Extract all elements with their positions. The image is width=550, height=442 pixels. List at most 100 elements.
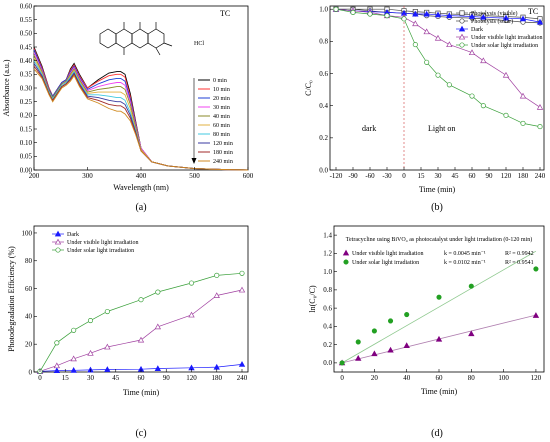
- panel-c-ytick-label: 60: [25, 285, 33, 293]
- panel-d-xlabel: Time (min): [421, 387, 458, 396]
- panel-c-label: (c): [135, 428, 146, 439]
- data-point-3: [468, 49, 476, 56]
- panel-c-xtick-label: 240: [237, 374, 248, 382]
- panel-c-ylabel: Photodegradation Efficiency (%): [7, 246, 16, 352]
- series-line-4: [335, 8, 541, 127]
- data-point-1: [213, 292, 220, 298]
- panel-d-label: (d): [431, 428, 443, 439]
- panel-c-xtick-label: 90: [163, 374, 171, 382]
- data-point-1: [238, 286, 246, 293]
- panel-d-ytick-label: 1.2: [323, 250, 332, 258]
- data-point-2: [468, 13, 476, 19]
- legend-label: 40 min: [213, 114, 230, 120]
- data-point-1: [87, 349, 94, 356]
- spectrum-line-240-min: [33, 68, 249, 171]
- panel-b-xtick-label: 0: [402, 172, 406, 180]
- panel-b-ytick-label: 0.4: [319, 102, 328, 110]
- legend-label: Under visible light irradiation: [352, 251, 423, 257]
- panel-d-xtick-label: 80: [468, 374, 476, 382]
- legend-rate-constant: k = 0.0045 min⁻¹: [444, 251, 486, 257]
- panel-a-ytick-label: 0.30: [20, 84, 33, 92]
- data-point-4: [367, 11, 373, 17]
- data-point-3: [423, 28, 430, 35]
- legend-label: Under solar light irradiation: [67, 248, 134, 254]
- panel-a-ytick-label: 0.55: [20, 16, 33, 24]
- panel-d-ytick-label: 0.2: [323, 341, 332, 349]
- legend-marker: [54, 238, 62, 245]
- series-line-0: [336, 8, 541, 20]
- panel-a-ytick-label: 0.40: [20, 57, 33, 65]
- data-point-2: [239, 270, 245, 276]
- panel-c-ytick-label: 0: [29, 368, 33, 376]
- panel-a-xtick-label: 400: [136, 172, 147, 180]
- data-point-2: [188, 280, 195, 286]
- data-point-4: [537, 124, 543, 130]
- data-point-3: [480, 57, 487, 64]
- legend-marker: [54, 230, 62, 237]
- data-point-2: [480, 13, 487, 20]
- data-point-3: [446, 41, 453, 48]
- panel-b-lighton-annotation: Light on: [428, 124, 455, 133]
- data-point-1: [154, 323, 162, 330]
- data-point-2: [71, 327, 77, 333]
- panel-b-legend: Photolysis (visible)Photolysis (solar) Da…: [456, 10, 542, 49]
- data-point-2: [536, 18, 544, 25]
- data-point-2: [519, 15, 527, 22]
- panel-b-inset-label: TC: [528, 7, 538, 16]
- series-line-1: [336, 8, 541, 24]
- data-point-0: [53, 367, 61, 374]
- panel-b-xtick-label: 180: [518, 172, 529, 180]
- legend-label: 20 min: [213, 96, 230, 102]
- legend-rate-constant: k = 0.0102 min⁻¹: [444, 260, 486, 266]
- data-point-1: [468, 283, 474, 289]
- panel-d-xtick-label: 100: [498, 374, 509, 382]
- panel-b-xtick-label: 90: [486, 172, 494, 180]
- data-point-2: [138, 297, 144, 303]
- panel-d: 0 20 40 60 80 100 1200.00.20.40.60.81.01.21.4 …: [308, 225, 545, 439]
- data-point-0: [371, 350, 378, 357]
- data-point-0: [532, 312, 540, 318]
- panel-d-ytick-label: 0.0: [323, 359, 332, 367]
- panel-d-xtick-label: 60: [436, 374, 444, 382]
- panel-c-xtick-label: 30: [87, 374, 95, 382]
- data-point-0: [238, 361, 246, 367]
- panel-a-ytick-label: 0.10: [20, 139, 33, 147]
- panel-d-ytick-label: 0.6: [323, 304, 332, 312]
- panel-a-inset-label: TC: [220, 9, 230, 18]
- panel-b-xtick-label: -120: [330, 172, 343, 180]
- data-point-1: [53, 362, 61, 369]
- series-line-2: [39, 272, 243, 372]
- panel-c-ytick-label: 40: [25, 313, 33, 321]
- data-point-0: [154, 365, 162, 371]
- legend-marker: [342, 249, 350, 256]
- legend-label: 30 min: [213, 105, 230, 111]
- legend-label: 0 min: [213, 78, 227, 84]
- panel-d-ytick-label: 1.4: [323, 231, 332, 239]
- data-point-1: [104, 343, 111, 350]
- data-point-3: [519, 92, 527, 99]
- series-line-2: [335, 8, 541, 23]
- panel-a-molecule-label: HCl: [194, 41, 204, 47]
- panel-d-title: Tetracycline using BiVO₄ as photocatalys…: [346, 236, 532, 243]
- panel-a-ytick-label: 0.45: [20, 43, 33, 51]
- legend-label: Under solar light irradiation: [352, 260, 419, 266]
- data-point-3: [434, 34, 442, 41]
- data-point-1: [387, 318, 394, 324]
- data-point-3: [536, 103, 544, 110]
- data-point-2: [412, 10, 419, 17]
- data-point-4: [401, 16, 407, 22]
- data-point-4: [384, 13, 390, 19]
- panel-a: 200 300 400 500 600 0.00 0.05 0.10 0.15 0.20 0.25 0…: [2, 2, 254, 213]
- legend-label: Photolysis (solar): [471, 18, 513, 25]
- panel-b-ytick-label: 1.0: [319, 6, 328, 14]
- series-line-1: [39, 289, 243, 372]
- legend-label: 60 min: [213, 123, 230, 129]
- data-point-4: [469, 93, 475, 99]
- data-point-1: [404, 311, 410, 318]
- data-point-4: [424, 59, 430, 65]
- panel-a-ytick-label: 0.50: [20, 30, 33, 38]
- panel-b-xtick-label: 60: [469, 172, 477, 180]
- panel-d-ytick-label: 0.8: [323, 286, 332, 294]
- panel-a-xtick-label: 500: [189, 172, 200, 180]
